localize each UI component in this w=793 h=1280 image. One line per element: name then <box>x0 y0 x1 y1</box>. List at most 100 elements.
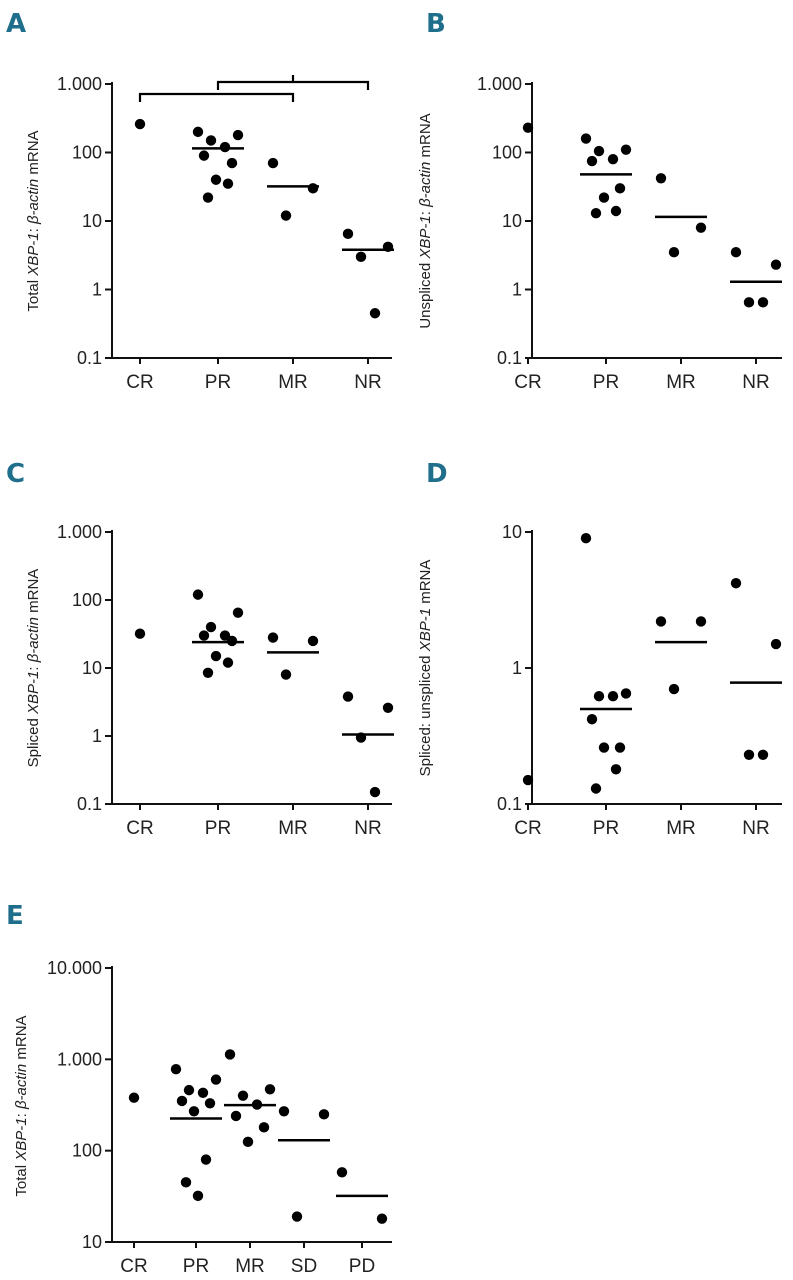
data-point-mr <box>267 157 279 169</box>
data-point-pr <box>205 135 217 146</box>
data-point-nr <box>757 297 769 308</box>
data-point-pr <box>607 153 619 165</box>
data-point-mr <box>280 669 292 680</box>
plot-d: 0.1 1 10 CR PR MR NR Spliced: unspliced XBP-1 m… <box>417 522 782 839</box>
panel-letter-b: B <box>426 9 446 39</box>
y-axis-label: Total XBP-1: β-actin mRNA <box>25 130 42 311</box>
data-point-pr <box>197 1087 209 1099</box>
data-point-mr <box>307 183 319 194</box>
data-point-pr <box>202 192 214 203</box>
data-point-mr <box>224 1049 236 1060</box>
data-point-mr <box>668 683 680 695</box>
data-point-nr <box>730 247 742 258</box>
data-point-sd <box>278 1106 290 1117</box>
data-point-nr <box>730 578 742 589</box>
data-point-pr <box>219 141 231 153</box>
y-tick-label: 100 <box>72 143 102 163</box>
y-axis-label: Spliced XBP-1: β-actin mRNA <box>25 569 42 768</box>
data-point-pr <box>204 1098 216 1109</box>
y-tick-label: 0.1 <box>77 794 102 814</box>
y-tick-label: 1.000 <box>57 74 102 94</box>
x-tick-label-pr: PR <box>593 372 619 393</box>
y-tick-label: 10 <box>502 522 522 542</box>
x-tick-label-pd: PD <box>349 1256 375 1277</box>
data-point-nr <box>757 749 769 761</box>
data-point-pr <box>222 657 234 668</box>
data-point-sd <box>318 1109 330 1120</box>
y-axis-label: Unspliced XBP-1: β-actin mRNA <box>417 113 434 328</box>
data-point-nr <box>369 786 381 798</box>
y-tick-label: 10 <box>82 658 102 678</box>
data-point-mr <box>230 1110 242 1122</box>
plot-b: 0.1 1 10 100 1.000 CR PR MR NR Unspliced XBP-1: β… <box>417 74 782 393</box>
y-axis-label: Spliced: unspliced XBP-1 mRNA <box>417 560 434 777</box>
data-point-pr <box>614 183 626 194</box>
x-tick-label-nr: NR <box>742 372 769 393</box>
data-point-mr <box>280 210 292 221</box>
data-point-sd <box>291 1211 303 1222</box>
data-point-pd <box>376 1213 388 1224</box>
panel-letter-c: C <box>6 459 25 489</box>
y-tick-label: 100 <box>492 143 522 163</box>
data-point-mr <box>267 632 279 643</box>
plot-a: 0.1 1 10 100 1.000 CR PR MR NR Total XBP-1: β-act… <box>25 74 394 393</box>
data-point-pr <box>192 589 204 600</box>
data-point-mr <box>307 635 319 647</box>
data-point-mr <box>668 247 680 258</box>
data-point-pr <box>205 621 217 633</box>
data-point-pr <box>210 650 222 662</box>
data-point-pr <box>620 688 632 699</box>
x-tick-label-pr: PR <box>205 818 231 839</box>
x-tick-label-mr: MR <box>278 372 308 393</box>
data-point-nr <box>342 228 354 240</box>
data-point-mr <box>264 1084 276 1095</box>
data-point-mr <box>258 1122 270 1133</box>
x-tick-label-mr: MR <box>666 372 696 393</box>
data-point-cr <box>134 628 146 639</box>
data-point-pr <box>580 133 592 144</box>
data-point-pr <box>607 691 619 702</box>
data-point-mr <box>655 173 667 184</box>
data-point-pr <box>176 1095 188 1107</box>
y-tick-label: 100 <box>72 1141 102 1161</box>
data-point-pr <box>610 764 622 775</box>
data-point-pr <box>590 207 602 219</box>
y-tick-label: 0.1 <box>77 348 102 368</box>
data-point-pr <box>192 1190 204 1202</box>
data-point-cr <box>134 118 146 130</box>
data-point-pr <box>586 714 598 725</box>
x-tick-label-sd: SD <box>291 1256 317 1277</box>
panel-letter-a: A <box>6 9 26 39</box>
data-point-nr <box>743 749 755 761</box>
x-tick-label-mr: MR <box>666 818 696 839</box>
data-point-pr <box>202 667 214 678</box>
x-tick-label-cr: CR <box>514 818 541 839</box>
data-point-pr <box>610 205 622 217</box>
y-tick-label: 10 <box>82 211 102 231</box>
panel-letter-d: D <box>426 459 448 489</box>
data-point-pr <box>183 1084 195 1096</box>
panel-e: E 10 100 1.000 10.000 CR PR MR SD PD Total XBP-1:… <box>6 901 392 1277</box>
y-tick-label: 1 <box>92 280 102 300</box>
data-point-pr <box>586 155 598 167</box>
plot-c: 0.1 1 10 100 1.000 CR PR MR NR Spliced XBP-1: β-a… <box>25 522 394 839</box>
x-tick-label-pr: PR <box>183 1256 209 1277</box>
data-point-pr <box>226 157 238 169</box>
data-point-pd <box>336 1167 348 1178</box>
y-tick-label: 1 <box>92 726 102 746</box>
data-point-pr <box>593 145 605 157</box>
significance-bracket <box>138 92 295 102</box>
data-point-cr <box>522 122 534 133</box>
data-point-nr <box>743 297 755 308</box>
x-tick-label-nr: NR <box>742 818 769 839</box>
data-point-nr <box>355 251 367 263</box>
data-point-pr <box>219 630 231 641</box>
y-tick-label: 0.1 <box>497 794 522 814</box>
x-tick-label-pr: PR <box>205 372 231 393</box>
data-point-pr <box>198 630 210 641</box>
data-point-pr <box>232 129 244 141</box>
data-point-pr <box>580 533 592 544</box>
data-point-pr <box>232 607 244 618</box>
data-point-pr <box>593 691 605 702</box>
panel-d: D 0.1 1 10 CR PR MR NR Spliced: unspliced XBP-1… <box>417 459 782 839</box>
